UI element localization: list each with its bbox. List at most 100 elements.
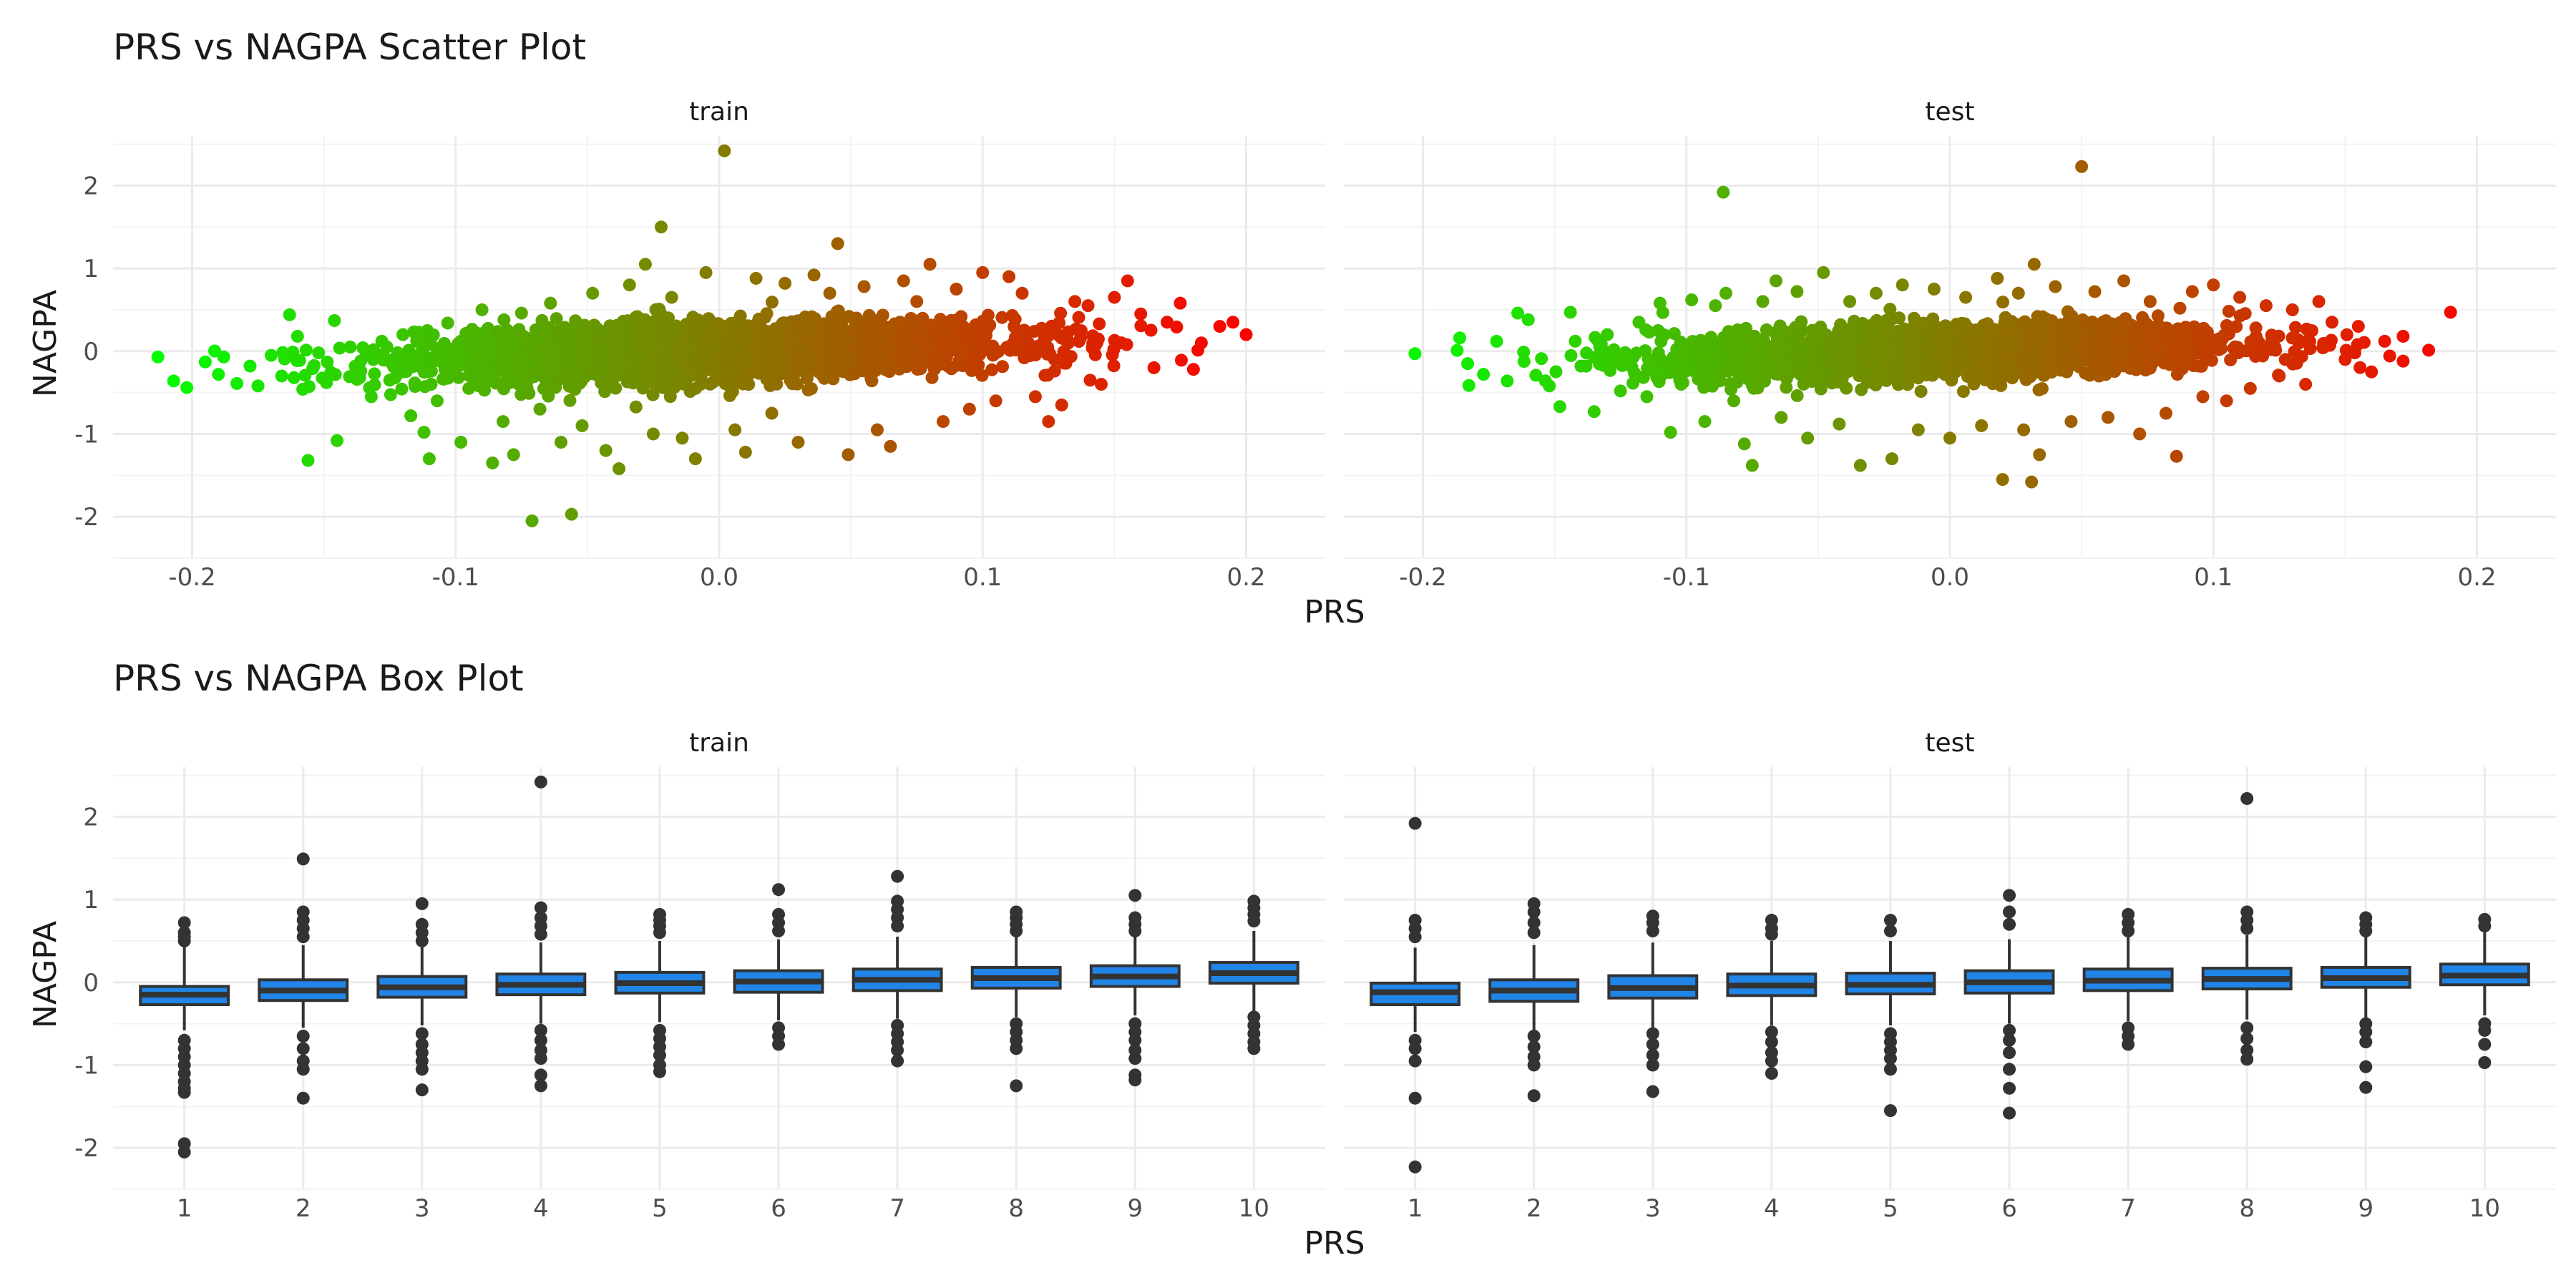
scatter-point [2025,475,2039,489]
scatter-point [507,448,520,462]
box-2 [1488,897,1580,1103]
scatter-panel-test: -0.2 -0.1 0.0 0.1 0.2 [1344,136,2556,592]
scatter-point [2273,369,2286,383]
scatter-point [2088,285,2102,298]
box-x-tick-label: 2 [296,1194,311,1223]
scatter-point [2259,299,2273,313]
box-outlier [1408,930,1422,944]
scatter-point [1134,307,1148,321]
box-x-tick-label: 4 [1764,1194,1780,1223]
box-x-tick-label: 8 [1008,1194,1024,1223]
scatter-point [688,452,702,466]
box-outlier [1646,1058,1659,1072]
scatter-point [354,364,368,378]
scatter-point [441,316,454,330]
box-x-tick-label: 2 [1526,1194,1542,1223]
scatter-y-axis-label: NAGPA [27,290,64,397]
box-outlier [2240,922,2254,935]
scatter-x-tick-label: 0.2 [2457,563,2496,592]
box-outlier [2240,791,2254,805]
scatter-point [396,328,410,341]
box-outlier [1765,1054,1778,1068]
scatter-x-axis-label: PRS [1304,594,1365,630]
box-5 [614,907,706,1078]
scatter-point [1801,431,1815,445]
box-1 [139,916,230,1158]
scatter-y-tick-label: -2 [74,503,99,532]
scatter-point [533,402,547,416]
box-outlier [1883,1104,1897,1118]
box-outlier [1883,914,1897,927]
scatter-point [364,390,378,404]
scatter-point [599,444,613,457]
box-outlier [1408,1042,1422,1055]
scatter-point [2133,427,2147,441]
box-outlier [891,1054,904,1068]
scatter-point [1996,473,2009,487]
box-x-tick-label: 8 [2239,1194,2255,1223]
scatter-panel-train: -0.2 -0.1 0.0 0.1 0.2 [113,136,1325,592]
box-outlier [415,1027,429,1040]
scatter-point [1790,285,1804,298]
box-x-tick-label: 5 [652,1194,668,1223]
box-x-tick-label: 1 [1407,1194,1423,1223]
box-1 [1370,816,1461,1174]
box-x-tick-label: 9 [1127,1194,1143,1223]
box-outlier [1247,914,1261,928]
box-x-tick-label: 1 [177,1194,192,1223]
scatter-point [2338,353,2352,366]
scatter-point [1769,274,1782,288]
box-outlier [415,934,429,947]
box-panel-train: 1 2 3 4 5 6 7 8 9 10 [113,767,1325,1223]
scatter-point [575,419,589,432]
box-outlier [1883,1052,1897,1065]
scatter-point [1640,390,1654,404]
scatter-point [1121,274,1134,288]
scatter-title: PRS vs NAGPA Scatter Plot [113,26,586,68]
scatter-point [613,462,626,476]
scatter-point [728,423,742,436]
box-outlier [534,1033,547,1047]
scatter-point [1833,417,1846,431]
box-outlier [2003,905,2016,919]
scatter-point [1614,384,1627,398]
scatter-point [2064,415,2078,429]
box-outlier [772,1038,786,1051]
box-x-tick-label: 10 [1239,1194,1269,1223]
box-7 [852,869,943,1068]
scatter-point [2378,334,2391,348]
box-chart: PRS vs NAGPA Box Plot train test PRS NAG… [27,658,2556,1262]
box-outlier [1527,1058,1541,1072]
scatter-point [2233,291,2247,304]
box-panel-test: 1 2 3 4 5 6 7 8 9 10 [1344,767,2556,1223]
box-outlier [1765,1025,1778,1039]
box-outlier [1765,927,1778,941]
scatter-x-tick-label: -0.1 [1663,563,1710,592]
box-outlier [534,927,547,941]
box-3 [376,897,468,1097]
box-outlier [2240,1032,2254,1045]
box-outlier [177,1085,191,1099]
scatter-x-tick-label: 0.0 [1931,563,1969,592]
scatter-point [1553,400,1566,414]
box-outlier [2478,919,2492,933]
box-outlier [1010,924,1023,938]
box-outlier [534,775,547,789]
scatter-y-tick-label: 0 [83,338,99,366]
box-title: PRS vs NAGPA Box Plot [113,658,524,699]
box-outlier [2003,1046,2016,1060]
box-outlier [1408,816,1422,830]
scatter-point [1943,431,1956,445]
box-8 [2201,791,2293,1066]
scatter-point [950,283,963,296]
scatter-point [841,448,855,462]
scatter-point [1896,278,1909,292]
scatter-point [1081,299,1095,313]
box-outlier [1128,1033,1142,1047]
scatter-point [923,258,937,271]
scatter-point [1717,185,1730,199]
scatter-point [2396,329,2410,343]
box-outlier [1247,1042,1261,1055]
box-outlier [1408,1091,1422,1105]
box-outlier [1128,1052,1142,1065]
